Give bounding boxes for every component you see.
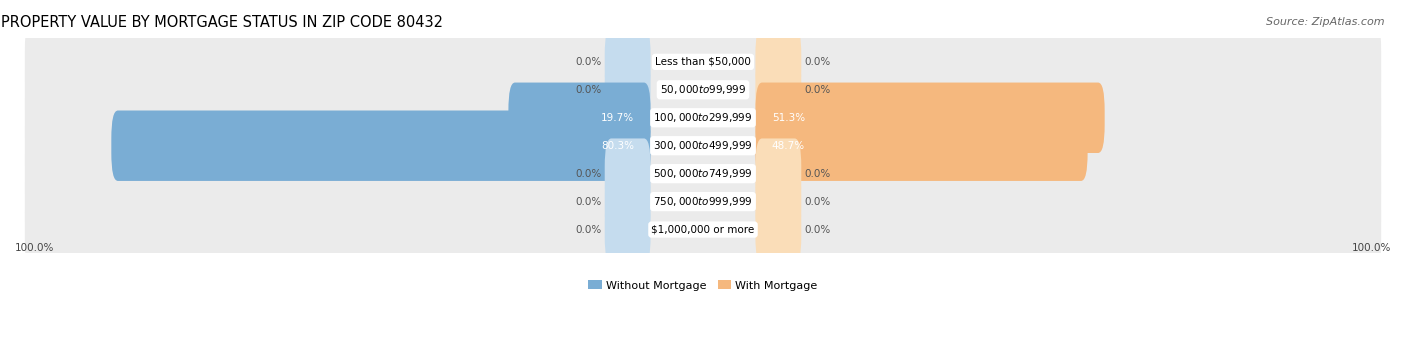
FancyBboxPatch shape [755,138,801,209]
Text: 0.0%: 0.0% [575,85,602,95]
FancyBboxPatch shape [755,27,801,97]
FancyBboxPatch shape [25,38,1381,142]
Text: 100.0%: 100.0% [15,243,55,253]
Text: 0.0%: 0.0% [804,85,831,95]
FancyBboxPatch shape [605,194,651,265]
FancyBboxPatch shape [111,110,651,181]
Text: 80.3%: 80.3% [602,141,634,151]
Text: $500,000 to $749,999: $500,000 to $749,999 [654,167,752,180]
FancyBboxPatch shape [755,83,1105,153]
FancyBboxPatch shape [605,27,651,97]
Text: $750,000 to $999,999: $750,000 to $999,999 [654,195,752,208]
Text: 0.0%: 0.0% [804,57,831,67]
Text: 48.7%: 48.7% [772,141,804,151]
Text: 19.7%: 19.7% [602,113,634,123]
Text: $1,000,000 or more: $1,000,000 or more [651,225,755,235]
FancyBboxPatch shape [25,150,1381,253]
FancyBboxPatch shape [755,194,801,265]
Text: $300,000 to $499,999: $300,000 to $499,999 [654,139,752,152]
Text: 0.0%: 0.0% [575,169,602,179]
FancyBboxPatch shape [25,122,1381,225]
Legend: Without Mortgage, With Mortgage: Without Mortgage, With Mortgage [583,276,823,295]
Text: 0.0%: 0.0% [804,225,831,235]
FancyBboxPatch shape [509,83,651,153]
Text: $100,000 to $299,999: $100,000 to $299,999 [654,111,752,124]
FancyBboxPatch shape [25,94,1381,197]
FancyBboxPatch shape [605,138,651,209]
Text: 0.0%: 0.0% [575,57,602,67]
FancyBboxPatch shape [605,55,651,125]
FancyBboxPatch shape [25,66,1381,169]
Text: PROPERTY VALUE BY MORTGAGE STATUS IN ZIP CODE 80432: PROPERTY VALUE BY MORTGAGE STATUS IN ZIP… [1,15,443,30]
FancyBboxPatch shape [755,55,801,125]
Text: Less than $50,000: Less than $50,000 [655,57,751,67]
Text: $50,000 to $99,999: $50,000 to $99,999 [659,83,747,96]
FancyBboxPatch shape [25,178,1381,281]
FancyBboxPatch shape [755,166,801,237]
Text: 0.0%: 0.0% [575,225,602,235]
Text: 100.0%: 100.0% [1351,243,1391,253]
Text: 0.0%: 0.0% [804,169,831,179]
FancyBboxPatch shape [25,10,1381,114]
Text: 0.0%: 0.0% [575,197,602,207]
FancyBboxPatch shape [605,166,651,237]
FancyBboxPatch shape [755,110,1088,181]
Text: 51.3%: 51.3% [772,113,804,123]
Text: 0.0%: 0.0% [804,197,831,207]
Text: Source: ZipAtlas.com: Source: ZipAtlas.com [1267,17,1385,27]
